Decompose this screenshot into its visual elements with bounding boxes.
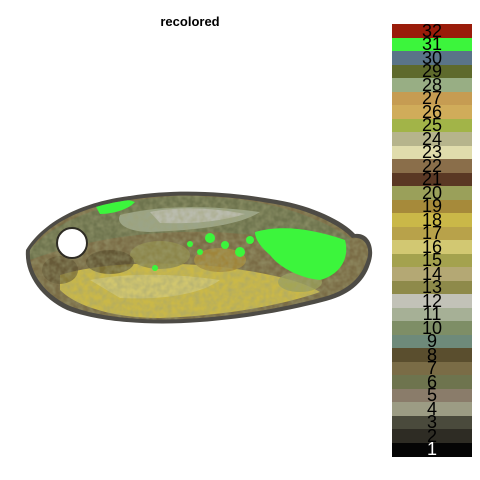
palette-swatch [392, 240, 472, 254]
palette-swatch [392, 321, 472, 335]
palette-swatch [392, 334, 472, 349]
palette-swatch [392, 118, 472, 133]
recolored-fish-image [25, 191, 373, 324]
palette-swatch [392, 415, 472, 430]
palette-swatch [392, 402, 472, 416]
palette-swatch [392, 105, 472, 119]
palette-swatch [392, 64, 472, 79]
palette-swatch [392, 226, 472, 241]
palette-swatch [392, 172, 472, 187]
palette-swatch [392, 388, 472, 403]
palette-swatch [392, 280, 472, 295]
palette-swatch [392, 307, 472, 322]
palette-swatch [392, 375, 472, 389]
palette-swatch [392, 159, 472, 173]
palette-swatch [392, 24, 472, 38]
palette-swatch [392, 294, 472, 308]
palette-swatch [392, 91, 472, 106]
palette-swatch [392, 186, 472, 200]
chart-title: recolored [160, 14, 220, 29]
palette-swatch [392, 348, 472, 362]
color-palette-legend: 32 31 30 29 28 27 26 25 24 23 22 21 20 19 18 17 16 15 14 13… [392, 22, 472, 458]
palette-swatch [392, 213, 472, 227]
palette-swatch [392, 132, 472, 146]
palette-swatch [392, 51, 472, 65]
palette-swatch [392, 429, 472, 443]
palette-swatch [392, 199, 472, 214]
palette-swatch [392, 253, 472, 268]
palette-swatch [392, 361, 472, 376]
palette-swatch [392, 37, 472, 52]
palette-swatch [392, 442, 472, 457]
palette-swatch [392, 145, 472, 160]
palette-swatch [392, 267, 472, 281]
palette-swatch [392, 78, 472, 92]
